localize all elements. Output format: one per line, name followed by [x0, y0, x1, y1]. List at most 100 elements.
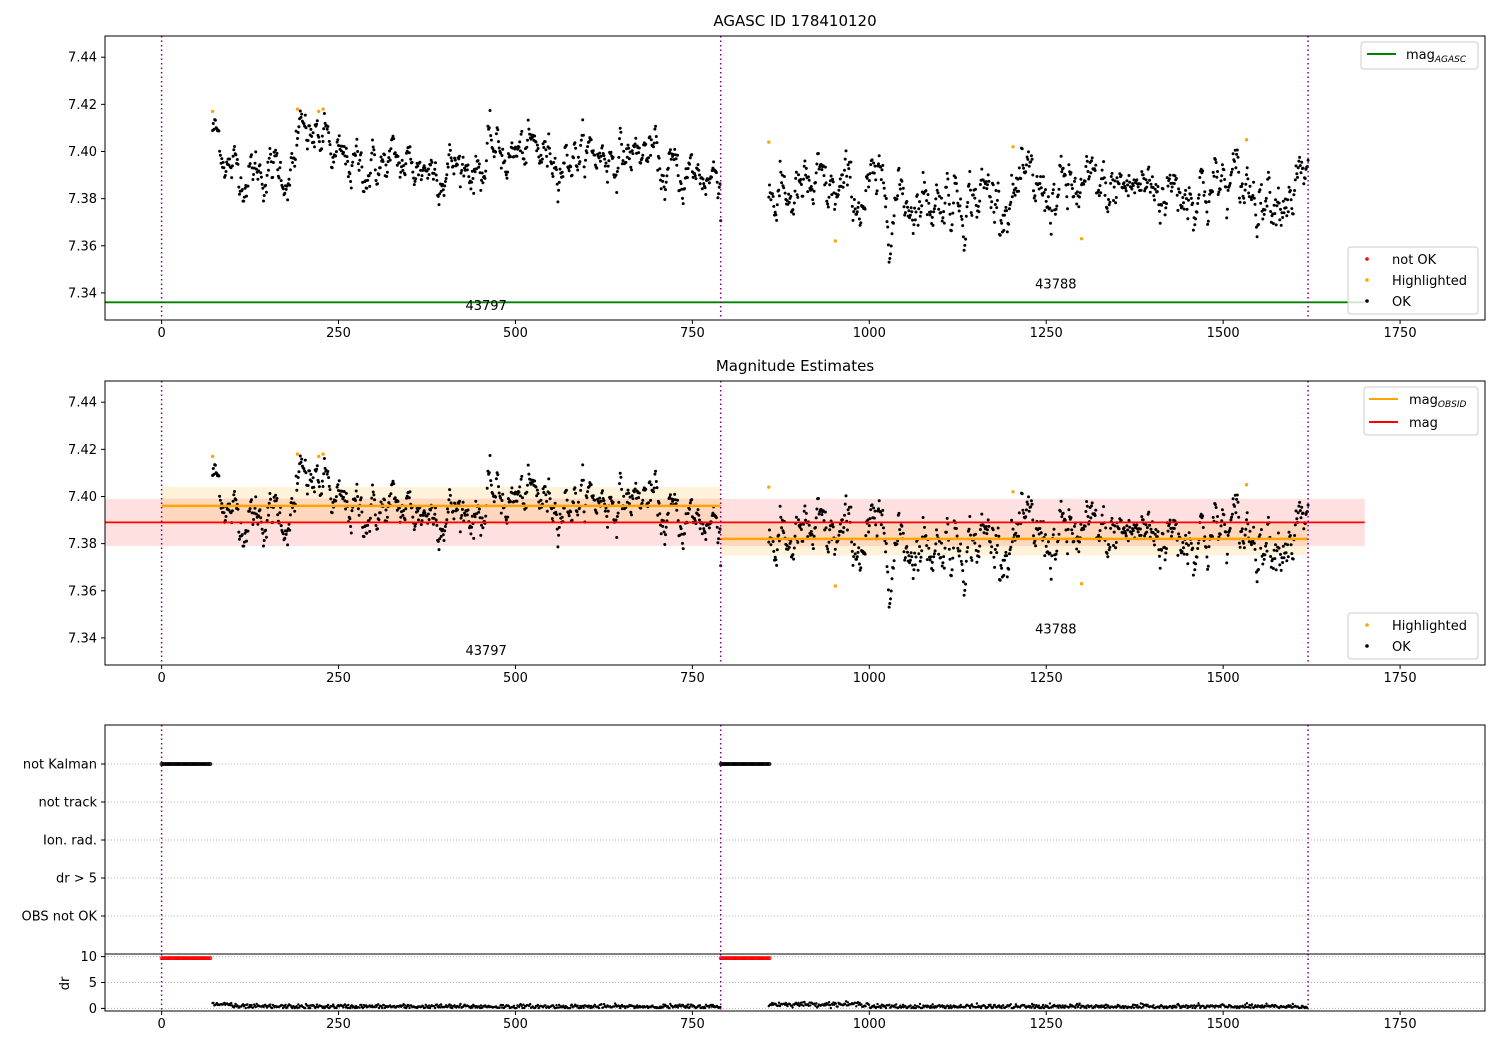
- ok-point: [396, 499, 400, 503]
- ok-point: [1299, 171, 1303, 175]
- ok-point: [663, 198, 667, 201]
- ok-point: [365, 186, 369, 190]
- ok-point: [519, 132, 523, 136]
- ok-point: [1126, 528, 1130, 532]
- ok-point: [1216, 515, 1219, 518]
- ok-point: [937, 539, 941, 543]
- ok-point: [561, 175, 565, 179]
- ok-point: [1251, 194, 1255, 197]
- ok-point: [1286, 198, 1290, 202]
- ok-point: [909, 551, 913, 555]
- ok-point: [1141, 518, 1145, 522]
- dr-point: [791, 1006, 794, 1009]
- ok-point: [257, 169, 261, 173]
- ok-point: [810, 532, 814, 536]
- ok-point: [661, 179, 665, 183]
- panel2-title: Magnitude Estimates: [716, 357, 874, 375]
- ok-point: [598, 159, 602, 163]
- ok-point: [371, 483, 374, 487]
- ok-point: [1059, 499, 1063, 503]
- ok-point: [567, 169, 571, 173]
- dr-point: [867, 1003, 871, 1006]
- ok-point: [845, 174, 849, 178]
- ok-point: [601, 144, 604, 148]
- ok-point: [524, 161, 528, 165]
- ok-point: [1184, 533, 1188, 537]
- ok-point: [1105, 551, 1109, 555]
- ok-point: [908, 561, 912, 565]
- ok-point: [470, 525, 474, 529]
- panel4-xtick-label: 0: [157, 1017, 165, 1032]
- ok-point: [460, 169, 464, 172]
- ok-point: [242, 199, 246, 203]
- dr-point: [778, 1004, 782, 1008]
- ok-point: [857, 201, 861, 205]
- dr-point: [1197, 1002, 1200, 1005]
- ok-point: [1237, 541, 1241, 545]
- ok-point: [1061, 511, 1065, 515]
- dr-point: [512, 1004, 516, 1007]
- dr-point: [833, 1003, 836, 1006]
- ok-point: [681, 547, 685, 551]
- ok-point: [964, 214, 968, 218]
- dr-point: [291, 1006, 294, 1010]
- ok-point: [1113, 524, 1117, 528]
- ok-point: [438, 537, 442, 541]
- dr-point: [534, 1006, 537, 1009]
- ok-point: [641, 153, 645, 157]
- ok-point: [348, 517, 352, 521]
- ok-point: [534, 485, 538, 489]
- dr-point: [252, 1006, 255, 1009]
- ok-point: [345, 500, 349, 504]
- ok-point: [267, 513, 270, 517]
- ok-point: [874, 523, 878, 527]
- ok-point: [620, 162, 624, 166]
- dr-ylabel: dr: [58, 976, 73, 990]
- ok-point: [381, 160, 385, 163]
- ok-point: [436, 194, 440, 198]
- ok-point: [848, 175, 852, 179]
- ok-point: [770, 192, 774, 196]
- ok-point: [714, 171, 718, 175]
- ok-point: [581, 463, 585, 467]
- ok-point: [903, 556, 907, 560]
- ok-point: [326, 125, 330, 128]
- flag-category-label: OBS not OK: [22, 910, 98, 925]
- ok-point: [1089, 516, 1093, 520]
- dr-point: [970, 1003, 973, 1006]
- ok-point: [934, 542, 938, 546]
- ok-point: [441, 527, 445, 531]
- ok-point: [1107, 203, 1111, 207]
- ok-point: [366, 523, 370, 527]
- ok-point: [416, 509, 420, 513]
- dr-point: [918, 1002, 922, 1006]
- ok-point: [1066, 527, 1070, 531]
- ok-point: [1051, 533, 1055, 537]
- ok-point: [771, 540, 775, 543]
- ok-point: [1225, 207, 1229, 211]
- ok-point: [233, 145, 236, 148]
- ok-point: [297, 125, 301, 129]
- ok-point: [412, 183, 416, 187]
- ok-point: [888, 602, 892, 605]
- ok-point: [231, 499, 235, 503]
- ok-point: [1034, 199, 1038, 203]
- ok-point: [1297, 159, 1301, 163]
- dr-point: [975, 1002, 979, 1005]
- ok-point: [1184, 197, 1188, 201]
- dr-point: [828, 1004, 832, 1007]
- ok-point: [1259, 528, 1263, 532]
- ok-point: [828, 528, 832, 532]
- ok-point: [1128, 180, 1132, 184]
- ok-point: [248, 162, 252, 166]
- ok-point: [927, 201, 931, 205]
- ok-point: [932, 552, 936, 556]
- ok-point: [362, 535, 366, 539]
- ok-point: [576, 168, 580, 172]
- ok-point: [1029, 160, 1033, 164]
- ok-point: [1140, 515, 1144, 519]
- ok-point: [630, 149, 634, 153]
- ok-point: [1100, 513, 1104, 517]
- ok-point: [768, 183, 771, 187]
- ok-point: [901, 186, 905, 190]
